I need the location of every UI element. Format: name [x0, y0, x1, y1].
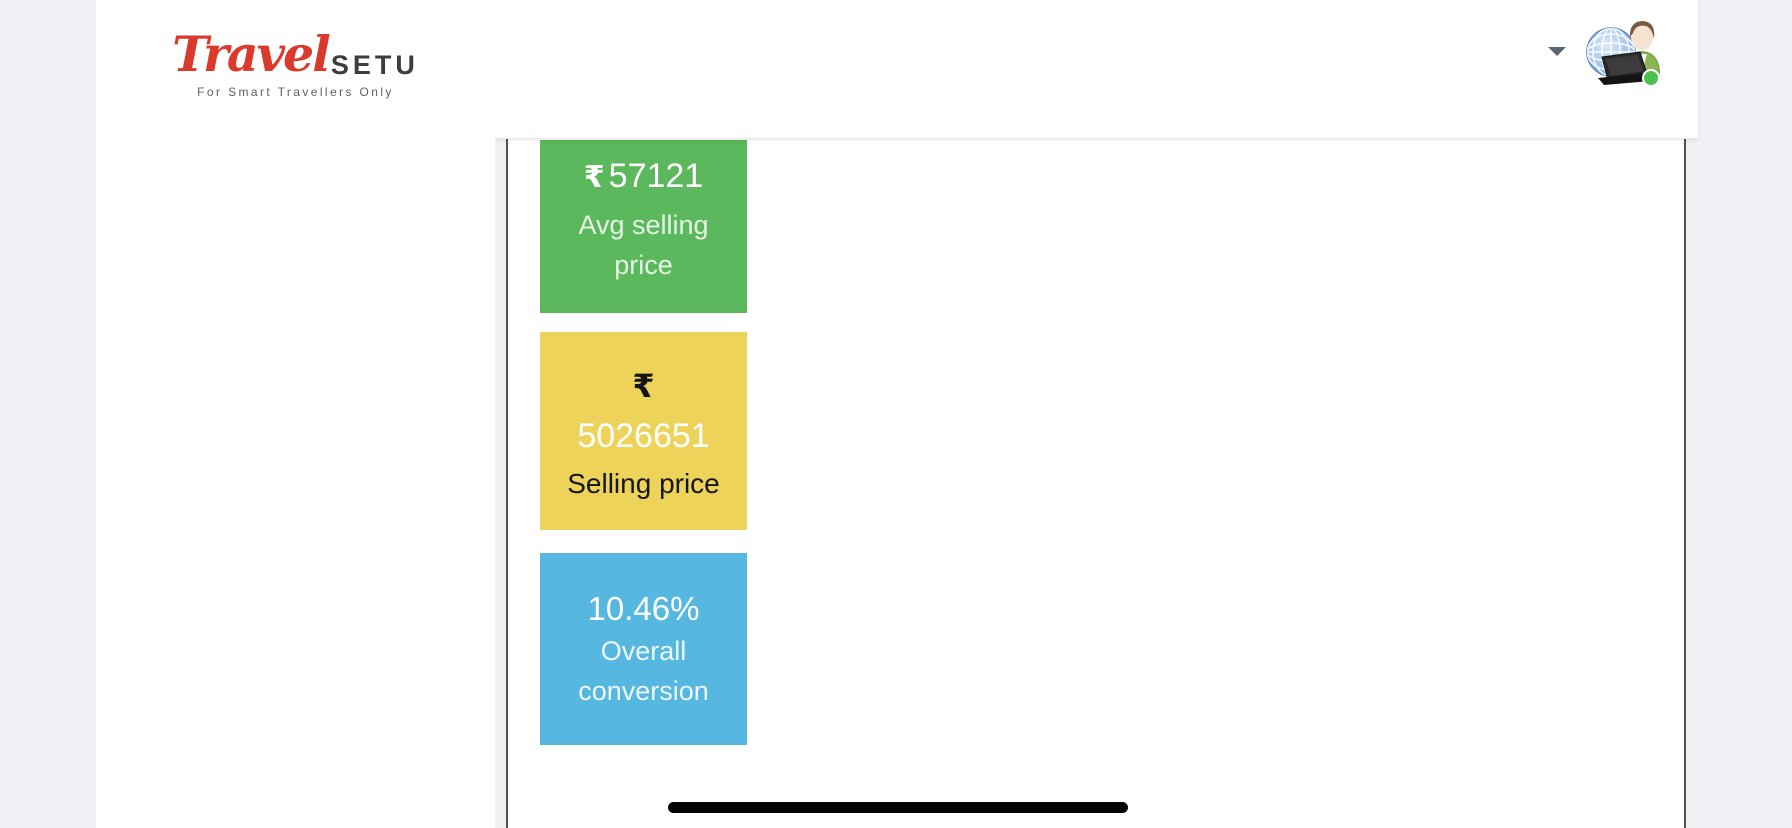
main-panel: ₹57121 Avg selling price ₹ 5026651 Selli…	[506, 138, 1686, 828]
online-status-dot	[1642, 69, 1660, 87]
caret-down-icon[interactable]	[1548, 47, 1566, 56]
horizontal-scrollbar-thumb[interactable]	[668, 802, 1128, 813]
rupee-currency-symbol: ₹	[632, 367, 655, 405]
stat-value: 10.46%	[587, 590, 700, 627]
logo-wordmark-travel: Travel	[172, 25, 331, 83]
logo-wordmark-setu: SETU	[330, 50, 419, 80]
rupee-currency-symbol: ₹	[583, 160, 605, 195]
stat-label: Avg selling price	[578, 210, 709, 280]
logo-wordmark: Travel SETU	[172, 26, 419, 82]
stat-value: ₹57121	[583, 157, 704, 195]
stat-card-avg-selling-price: ₹57121 Avg selling price	[540, 140, 747, 313]
logo-tagline: For Smart Travellers Only	[197, 85, 394, 99]
user-globe-laptop-icon	[1586, 21, 1660, 87]
sidebar: Travel SETU For Smart Travellers Only	[96, 0, 495, 828]
stat-card-overall-conversion: 10.46% Overall conversion	[540, 553, 747, 745]
brand-logo[interactable]: Travel SETU For Smart Travellers Only	[96, 26, 495, 99]
stat-card-column: ₹57121 Avg selling price ₹ 5026651 Selli…	[540, 140, 747, 745]
stat-value: 5026651	[577, 417, 710, 455]
stat-label: Selling price	[567, 468, 720, 499]
stat-card-selling-price: ₹ 5026651 Selling price	[540, 332, 747, 530]
header-bar	[495, 0, 1698, 139]
user-avatar-button[interactable]	[1585, 11, 1665, 89]
stat-label: Overall conversion	[578, 636, 709, 706]
